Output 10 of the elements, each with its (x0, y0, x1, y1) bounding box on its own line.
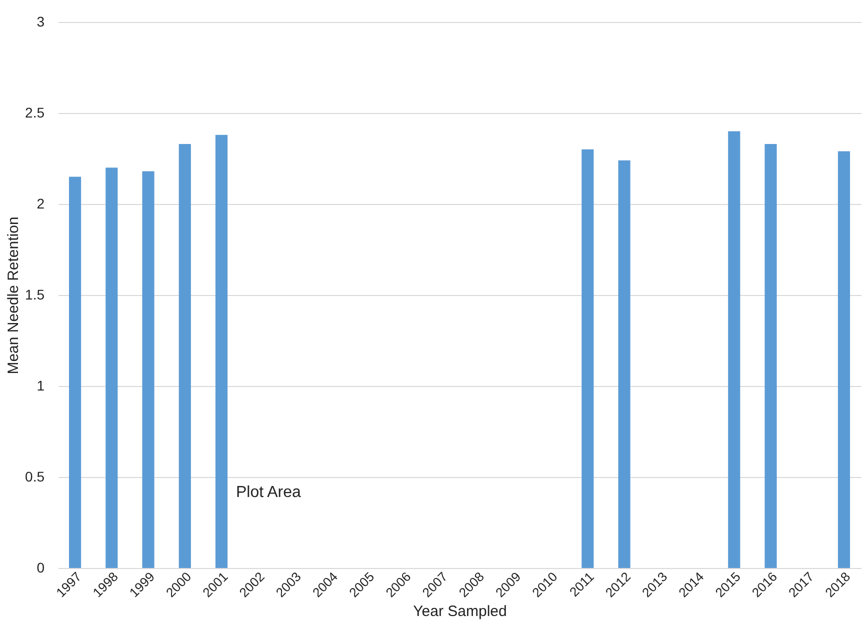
y-tick-label: 1.5 (25, 286, 45, 302)
y-tick-label: 3 (36, 14, 45, 30)
y-tick-label: 0 (36, 560, 45, 576)
y-tick-label: 2 (36, 196, 45, 212)
y-axis-title: Mean Needle Retention (5, 216, 22, 374)
y-tick-label: 2.5 (25, 104, 45, 120)
x-axis-title: Year Sampled (413, 603, 507, 620)
y-tick-label: 0.5 (25, 468, 45, 484)
y-tick-label: 1 (36, 378, 45, 394)
annotation: Plot Area (236, 484, 302, 501)
